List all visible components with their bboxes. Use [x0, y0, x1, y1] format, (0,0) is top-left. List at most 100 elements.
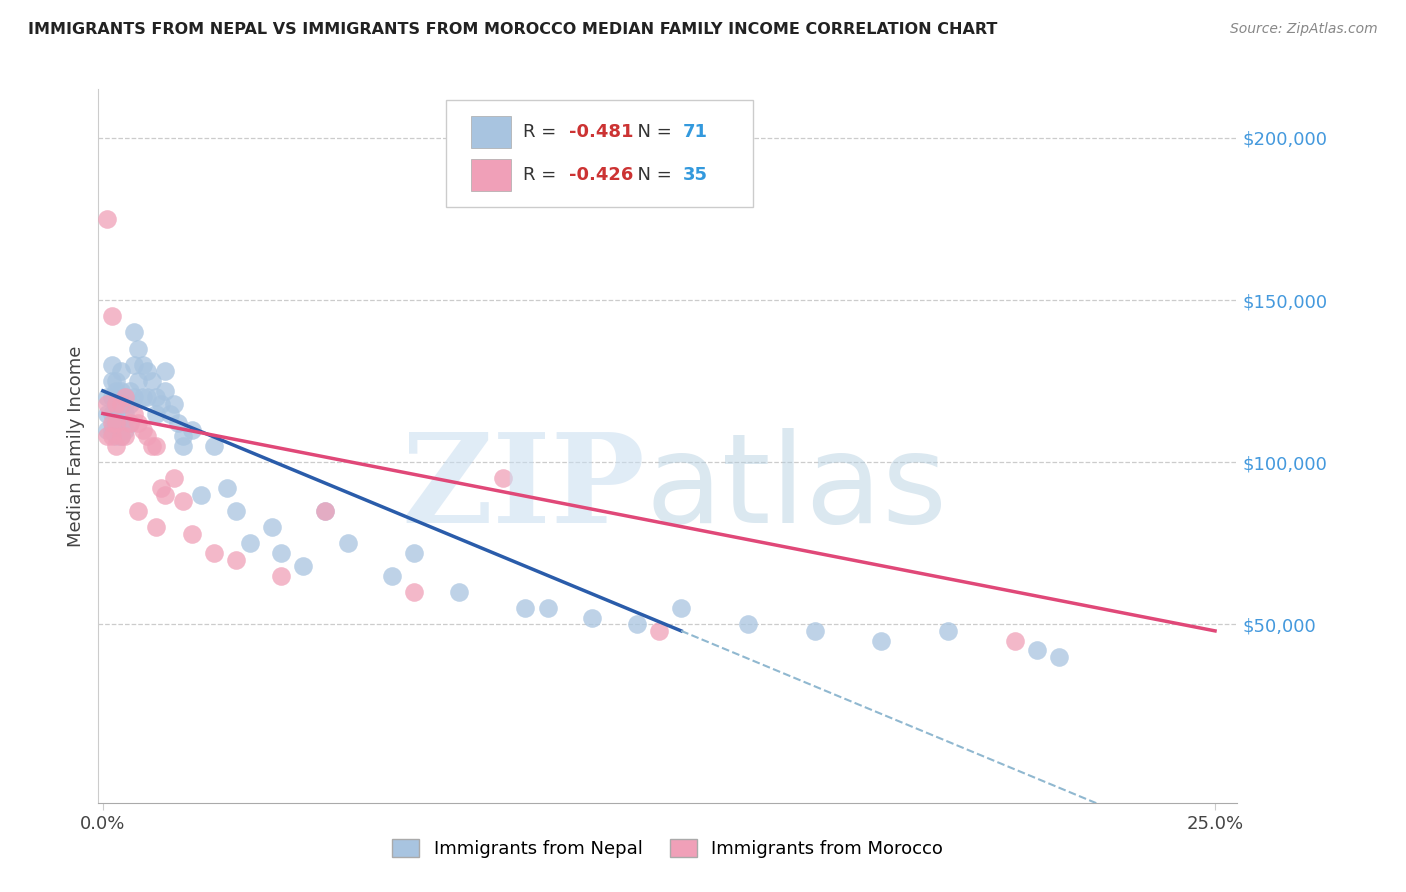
Text: Source: ZipAtlas.com: Source: ZipAtlas.com	[1230, 22, 1378, 37]
Point	[105, 439, 128, 453]
Point	[239, 536, 262, 550]
Point	[114, 423, 136, 437]
Point	[163, 397, 186, 411]
Point	[132, 390, 155, 404]
Point	[96, 211, 118, 226]
Point	[314, 504, 336, 518]
Point	[404, 546, 426, 560]
Point	[180, 423, 202, 437]
Point	[122, 390, 145, 404]
Point	[100, 407, 122, 421]
Point	[581, 611, 603, 625]
Point	[217, 481, 239, 495]
Point	[936, 624, 959, 638]
Point	[270, 568, 292, 582]
Point	[100, 374, 122, 388]
Point	[110, 364, 132, 378]
Point	[136, 364, 159, 378]
Point	[114, 390, 136, 404]
Point	[870, 633, 893, 648]
Point	[96, 390, 118, 404]
Point	[153, 488, 176, 502]
Point	[110, 417, 132, 431]
Point	[1004, 633, 1026, 648]
Point	[122, 326, 145, 340]
Point	[1026, 643, 1049, 657]
Text: R =: R =	[523, 123, 562, 141]
Point	[114, 390, 136, 404]
Text: N =: N =	[626, 166, 678, 184]
Point	[172, 429, 194, 443]
Point	[105, 417, 128, 431]
Point	[202, 546, 225, 560]
Point	[492, 471, 515, 485]
Point	[260, 520, 283, 534]
Point	[122, 407, 145, 421]
Point	[163, 471, 186, 485]
Point	[314, 504, 336, 518]
Point	[110, 429, 132, 443]
Point	[105, 374, 128, 388]
Point	[153, 364, 176, 378]
Point	[167, 417, 190, 431]
Point	[132, 358, 155, 372]
FancyBboxPatch shape	[446, 100, 754, 207]
Text: -0.426: -0.426	[569, 166, 633, 184]
Point	[648, 624, 671, 638]
Text: atlas: atlas	[645, 428, 948, 549]
Point	[114, 397, 136, 411]
Point	[145, 439, 167, 453]
Point	[132, 423, 155, 437]
Point	[145, 390, 167, 404]
Point	[105, 429, 128, 443]
Point	[537, 601, 560, 615]
Point	[122, 358, 145, 372]
Point	[136, 429, 159, 443]
Point	[626, 617, 648, 632]
Point	[141, 439, 163, 453]
Text: ZIP: ZIP	[401, 428, 645, 549]
Point	[145, 520, 167, 534]
Point	[404, 585, 426, 599]
Point	[225, 552, 247, 566]
Point	[737, 617, 759, 632]
Point	[1047, 649, 1070, 664]
Legend: Immigrants from Nepal, Immigrants from Morocco: Immigrants from Nepal, Immigrants from M…	[385, 831, 950, 865]
Point	[100, 310, 122, 324]
Point	[114, 407, 136, 421]
Point	[190, 488, 212, 502]
Point	[149, 397, 172, 411]
Point	[110, 397, 132, 411]
Point	[159, 407, 181, 421]
Point	[172, 494, 194, 508]
Point	[381, 568, 404, 582]
Text: 71: 71	[683, 123, 707, 141]
Point	[127, 417, 149, 431]
Point	[118, 417, 141, 431]
Point	[118, 384, 141, 398]
Point	[180, 526, 202, 541]
Point	[105, 407, 128, 421]
Point	[100, 390, 122, 404]
Point	[202, 439, 225, 453]
Text: 35: 35	[683, 166, 707, 184]
Point	[105, 397, 128, 411]
Point	[105, 423, 128, 437]
Point	[225, 504, 247, 518]
Point	[292, 559, 315, 574]
Point	[100, 417, 122, 431]
Point	[447, 585, 470, 599]
Point	[96, 429, 118, 443]
Point	[669, 601, 692, 615]
Point	[172, 439, 194, 453]
Point	[110, 429, 132, 443]
Point	[149, 481, 172, 495]
Point	[118, 397, 141, 411]
Text: IMMIGRANTS FROM NEPAL VS IMMIGRANTS FROM MOROCCO MEDIAN FAMILY INCOME CORRELATIO: IMMIGRANTS FROM NEPAL VS IMMIGRANTS FROM…	[28, 22, 997, 37]
Point	[127, 342, 149, 356]
FancyBboxPatch shape	[471, 159, 510, 191]
Point	[100, 423, 122, 437]
Point	[515, 601, 537, 615]
Point	[110, 397, 132, 411]
FancyBboxPatch shape	[471, 116, 510, 148]
